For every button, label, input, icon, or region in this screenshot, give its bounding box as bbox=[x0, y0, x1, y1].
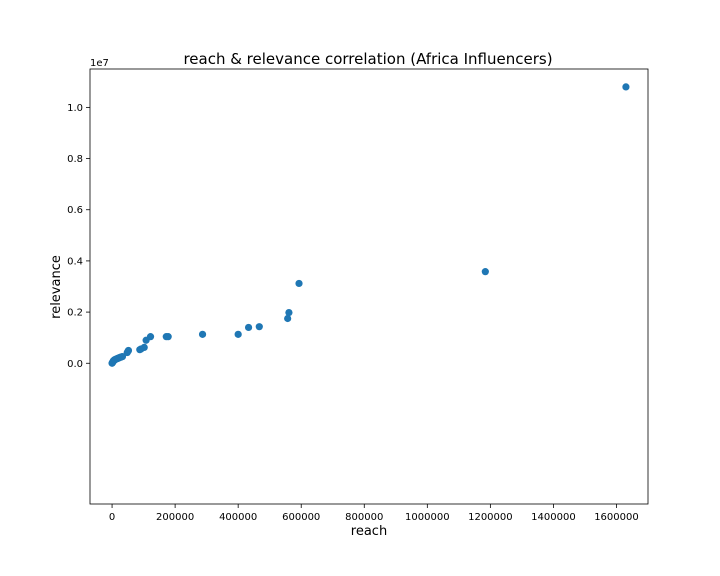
data-point bbox=[622, 83, 630, 91]
data-point bbox=[140, 343, 148, 351]
plot-area: 0 200000 400000 600000 800000 1000000 1200000 1… bbox=[67, 83, 639, 523]
x-tick-label: 400000 bbox=[219, 512, 257, 523]
x-tick-label: 0 bbox=[109, 512, 115, 523]
y-tick-label: 0.6 bbox=[67, 205, 83, 216]
data-point bbox=[255, 323, 263, 331]
y-tick-label: 0.4 bbox=[67, 256, 83, 267]
x-tick-label: 1400000 bbox=[531, 512, 576, 523]
data-point bbox=[244, 323, 253, 332]
y-tick-label: 0.8 bbox=[67, 154, 83, 165]
data-point bbox=[284, 314, 292, 323]
x-tick-label: 200000 bbox=[156, 512, 194, 523]
y-axis-offset-label: 1e7 bbox=[90, 58, 109, 69]
y-tick-label: 0.2 bbox=[67, 308, 83, 319]
y-axis-title: relevance bbox=[49, 255, 64, 319]
x-tick-label: 1200000 bbox=[468, 512, 513, 523]
data-point bbox=[198, 330, 207, 338]
x-tick-label: 600000 bbox=[282, 512, 320, 523]
data-point bbox=[234, 330, 242, 338]
x-tick-label: 800000 bbox=[345, 512, 383, 523]
x-tick-label: 1000000 bbox=[405, 512, 450, 523]
data-point bbox=[164, 333, 172, 341]
data-point bbox=[285, 309, 293, 317]
y-tick-label: 1.0 bbox=[67, 103, 83, 114]
data-point bbox=[146, 333, 155, 341]
data-point bbox=[481, 268, 489, 276]
data-point bbox=[124, 346, 133, 355]
data-point bbox=[118, 353, 127, 361]
data-point bbox=[295, 279, 303, 288]
x-axis-title: reach bbox=[351, 524, 387, 539]
plot-frame bbox=[89, 68, 649, 505]
y-tick-label: 0.0 bbox=[67, 359, 83, 370]
x-tick-label: 1600000 bbox=[594, 512, 639, 523]
chart-title: reach & relevance correlation (Africa In… bbox=[183, 50, 552, 68]
